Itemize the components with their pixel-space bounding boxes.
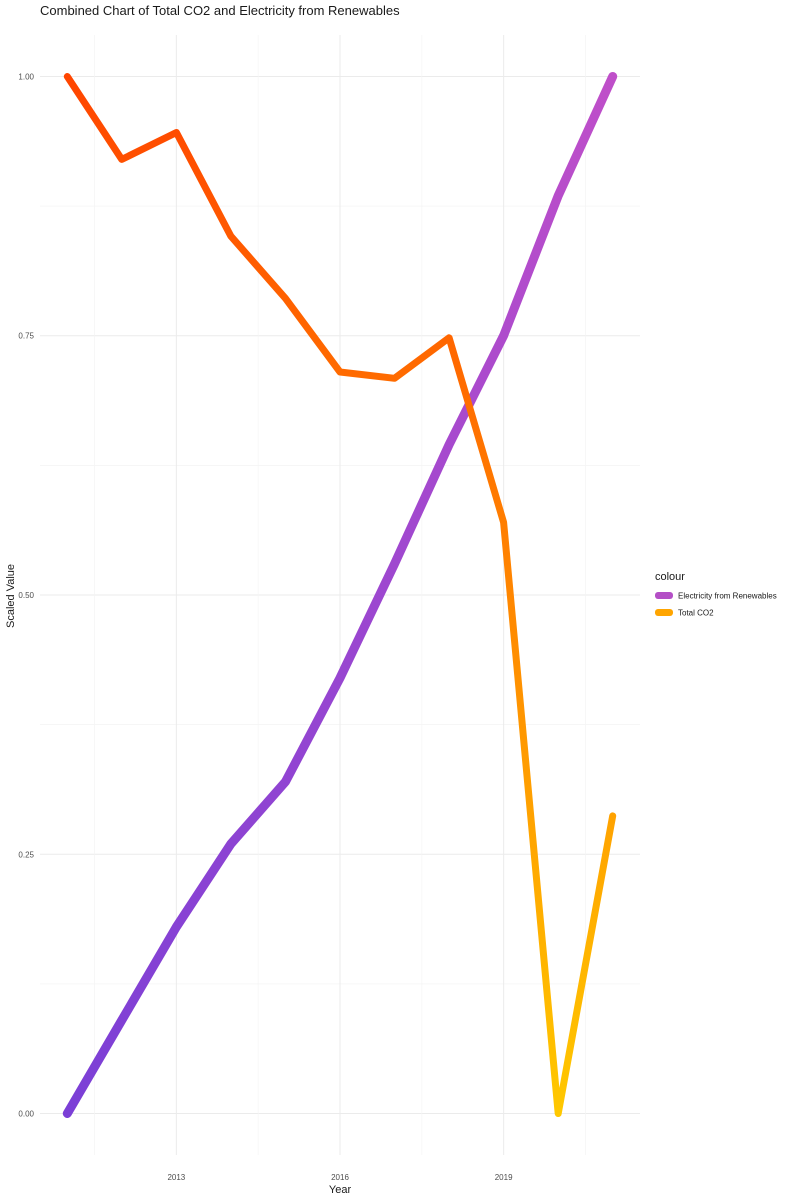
legend-label-total-co2: Total CO2 bbox=[678, 609, 714, 618]
x-axis-title: Year bbox=[329, 1184, 352, 1196]
y-tick-label: 0.00 bbox=[18, 1110, 34, 1119]
series-line-electricity-from-renewables bbox=[62, 72, 618, 1118]
legend-key-total-co2 bbox=[655, 609, 673, 616]
y-tick-label: 0.75 bbox=[18, 332, 34, 341]
axis-ticks: 0.00 0.25 0.50 0.75 1.00 2013 2016 2019 bbox=[18, 72, 513, 1182]
chart-title: Combined Chart of Total CO2 and Electric… bbox=[40, 3, 400, 18]
plot-area bbox=[62, 72, 618, 1118]
x-tick-label: 2016 bbox=[331, 1173, 349, 1182]
legend-title: colour bbox=[655, 571, 685, 583]
y-tick-label: 1.00 bbox=[18, 72, 34, 81]
legend-label-electricity-from-renewables: Electricity from Renewables bbox=[678, 592, 777, 601]
y-axis-title: Scaled Value bbox=[5, 564, 17, 628]
legend: colour Electricity from Renewables Total… bbox=[655, 571, 777, 618]
y-tick-label: 0.50 bbox=[18, 591, 34, 600]
x-tick-label: 2013 bbox=[167, 1173, 185, 1182]
series-line-total-co2 bbox=[63, 73, 617, 1117]
y-tick-label: 0.25 bbox=[18, 850, 34, 859]
legend-key-electricity-from-renewables bbox=[655, 592, 673, 599]
x-tick-label: 2019 bbox=[495, 1173, 513, 1182]
